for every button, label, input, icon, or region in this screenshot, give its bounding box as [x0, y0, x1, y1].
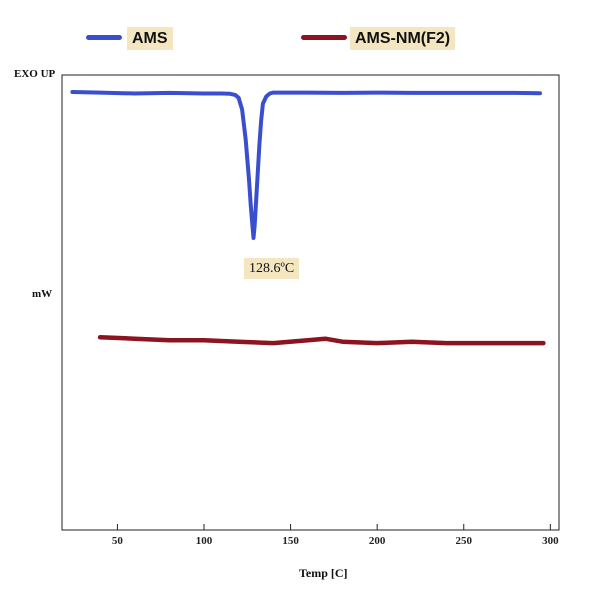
x-tick-label: 50: [112, 535, 124, 547]
x-tick-label: 250: [456, 535, 473, 547]
series-line-ams-nm-f2: [97, 335, 546, 346]
x-tick-label: 100: [196, 535, 213, 547]
legend-label-ams-nm-f2: AMS-NM(F2): [350, 27, 456, 50]
plot-frame: [61, 74, 560, 531]
peak-annotation: 128.6ºC: [244, 258, 300, 279]
x-axis-label: Temp [C]: [299, 566, 348, 580]
legend-swatch-ams: [86, 35, 122, 40]
y-axis-label-top: EXO UP: [14, 68, 56, 80]
x-tick-label: 300: [542, 535, 559, 547]
y-axis-label-mid: mW: [32, 288, 53, 300]
x-tick-label: 150: [282, 535, 299, 547]
legend-label-ams: AMS: [127, 27, 173, 50]
x-tick-label: 200: [369, 535, 386, 547]
x-ticks: 50 100 150 200 250 300: [112, 524, 559, 547]
legend-swatch-ams-nm-f2: [301, 35, 347, 40]
series-line-ams: [70, 90, 542, 240]
series-lines: [70, 90, 546, 346]
